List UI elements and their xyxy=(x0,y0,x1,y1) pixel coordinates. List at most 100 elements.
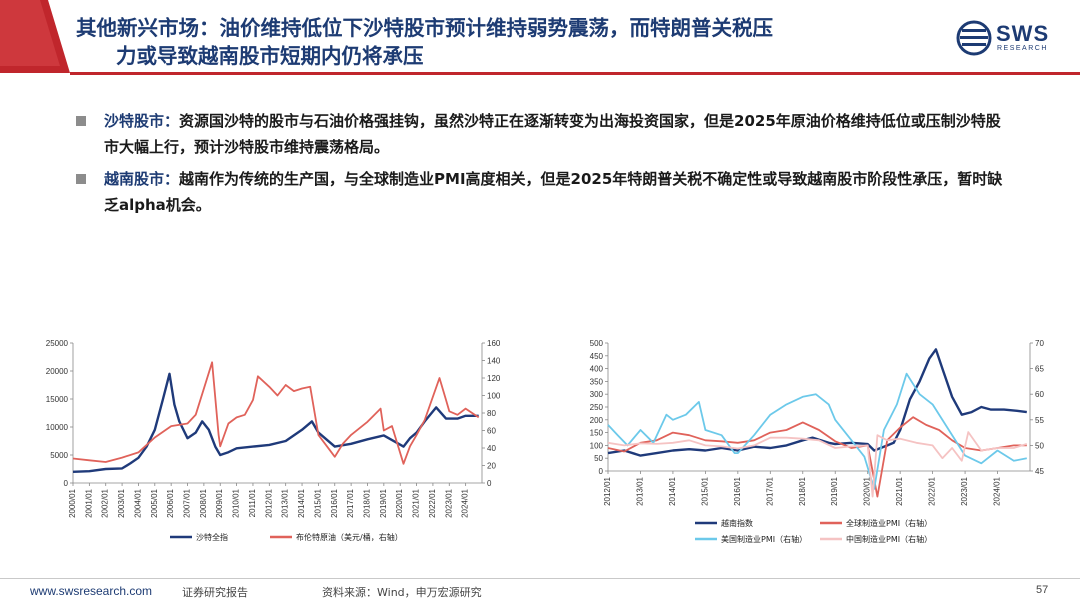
left-tick-label: 450 xyxy=(590,352,604,361)
x-tick-label: 2009/01 xyxy=(215,488,224,517)
left-tick-label: 500 xyxy=(590,339,604,348)
left-tick-label: 0 xyxy=(64,479,69,488)
x-tick-label: 2003/01 xyxy=(117,488,126,517)
x-tick-label: 2008/01 xyxy=(199,488,208,517)
x-tick-label: 2021/01 xyxy=(412,488,421,517)
right-tick-label: 50 xyxy=(1035,441,1044,450)
x-tick-label: 2019/01 xyxy=(379,488,388,517)
x-tick-label: 2016/01 xyxy=(733,476,742,505)
left-tick-label: 15000 xyxy=(46,395,69,404)
title-line-2: 力或导致越南股市短期内仍将承压 xyxy=(116,44,424,68)
right-tick-label: 0 xyxy=(487,479,492,488)
series-line-0 xyxy=(607,348,1027,457)
right-tick-label: 40 xyxy=(487,444,496,453)
x-tick-label: 2018/01 xyxy=(362,488,371,517)
right-tick-label: 20 xyxy=(487,462,496,471)
x-tick-label: 2022/01 xyxy=(928,476,937,505)
slide-header: 其他新兴市场：油价维持低位下沙特股市预计维持弱势震荡，而特朗普关税压 力或导致越… xyxy=(0,0,1080,82)
x-tick-label: 2007/01 xyxy=(183,488,192,517)
x-tick-label: 2010/01 xyxy=(232,488,241,517)
left-tick-label: 10000 xyxy=(46,423,69,432)
footer-source: 资料来源：Wind，申万宏源研究 xyxy=(322,586,482,599)
legend-label: 全球制造业PMI（右轴） xyxy=(846,518,932,528)
series-line-1 xyxy=(72,361,480,465)
legend-label: 布伦特原油（美元/桶，右轴） xyxy=(296,532,403,542)
chart-vietnam: 0 50 100 150 200 250 300 350 400 450 500 45 50 55 60 65… xyxy=(575,335,1065,554)
x-tick-label: 2002/01 xyxy=(101,488,110,517)
bullet-text: 越南作为传统的生产国，与全球制造业PMI高度相关，但是2025年特朗普关税不确定… xyxy=(104,170,1003,214)
series-line-3 xyxy=(607,431,1028,498)
left-tick-label: 200 xyxy=(590,416,604,425)
right-tick-label: 80 xyxy=(487,409,496,418)
x-tick-label: 2001/01 xyxy=(84,488,93,517)
legend-label: 美国制造业PMI（右轴） xyxy=(721,534,807,544)
x-tick-label: 2017/01 xyxy=(765,476,774,505)
x-tick-label: 2012/01 xyxy=(264,488,273,517)
x-tick-label: 2004/01 xyxy=(133,488,142,517)
footer-divider xyxy=(0,578,1080,579)
right-tick-label: 140 xyxy=(487,357,501,366)
chart-vietnam-svg: 0 50 100 150 200 250 300 350 400 450 500 45 50 55 60 65… xyxy=(590,339,1045,544)
right-tick-label: 60 xyxy=(487,427,496,436)
left-tick-label: 350 xyxy=(590,377,604,386)
bullet-text: 资源国沙特的股市与石油价格强挂钩，虽然沙特正在逐渐转变为出海投资国家，但是202… xyxy=(104,112,1001,156)
x-tick-label: 2013/01 xyxy=(281,488,290,517)
header-divider xyxy=(70,72,1080,75)
page-title: 其他新兴市场：油价维持低位下沙特股市预计维持弱势震荡，而特朗普关税压 力或导致越… xyxy=(76,14,946,70)
series-line-2 xyxy=(607,372,1027,490)
right-tick-label: 65 xyxy=(1035,365,1044,374)
bullet-square-icon xyxy=(76,174,86,184)
right-tick-label: 45 xyxy=(1035,467,1044,476)
x-tick-label: 2000/01 xyxy=(68,488,77,517)
left-tick-label: 20000 xyxy=(46,367,69,376)
legend-label: 中国制造业PMI（右轴） xyxy=(846,534,932,544)
left-tick-label: 5000 xyxy=(50,451,68,460)
left-tick-label: 150 xyxy=(590,429,604,438)
bullet-list: 沙特股市：资源国沙特的股市与石油价格强挂钩，虽然沙特正在逐渐转变为出海投资国家，… xyxy=(76,108,1006,224)
chart-saudi-svg: 0 5000 10000 15000 20000 25000 0 20 40 60 80 100 120… xyxy=(46,339,501,542)
x-tick-label: 2014/01 xyxy=(297,488,306,517)
right-tick-label: 160 xyxy=(487,339,501,348)
sws-logo: SWS RESEARCH xyxy=(956,18,1066,58)
x-tick-label: 2015/01 xyxy=(313,488,322,517)
x-tick-label: 2020/01 xyxy=(863,476,872,505)
bullet-saudi: 沙特股市：资源国沙特的股市与石油价格强挂钩，虽然沙特正在逐渐转变为出海投资国家，… xyxy=(76,108,1006,160)
right-tick-label: 100 xyxy=(487,392,501,401)
x-tick-label: 2022/01 xyxy=(428,488,437,517)
left-tick-label: 100 xyxy=(590,441,604,450)
legend-label: 越南指数 xyxy=(721,518,753,528)
x-tick-label: 2023/01 xyxy=(960,476,969,505)
x-tick-label: 2021/01 xyxy=(895,476,904,505)
series-line-0 xyxy=(72,372,479,473)
red-corner-highlight xyxy=(0,0,60,66)
left-tick-label: 25000 xyxy=(46,339,69,348)
left-tick-label: 0 xyxy=(599,467,604,476)
left-tick-label: 50 xyxy=(594,454,603,463)
x-tick-label: 2023/01 xyxy=(444,488,453,517)
legend-label: 沙特全指 xyxy=(196,532,228,542)
footer-report-type: 证券研究报告 xyxy=(182,586,248,599)
bullet-label: 沙特股市： xyxy=(104,112,180,130)
right-tick-label: 55 xyxy=(1035,416,1044,425)
x-tick-label: 2017/01 xyxy=(346,488,355,517)
chart-saudi: 0 5000 10000 15000 20000 25000 0 20 40 60 80 100 120… xyxy=(30,335,510,554)
x-tick-label: 2006/01 xyxy=(166,488,175,517)
bullet-square-icon xyxy=(76,116,86,126)
x-tick-label: 2019/01 xyxy=(830,476,839,505)
left-tick-label: 400 xyxy=(590,365,604,374)
x-tick-label: 2024/01 xyxy=(993,476,1002,505)
x-tick-label: 2016/01 xyxy=(330,488,339,517)
x-tick-label: 2005/01 xyxy=(150,488,159,517)
x-tick-label: 2015/01 xyxy=(700,476,709,505)
x-tick-label: 2013/01 xyxy=(635,476,644,505)
bullet-vietnam: 越南股市：越南作为传统的生产国，与全球制造业PMI高度相关，但是2025年特朗普… xyxy=(76,166,1006,218)
x-tick-label: 2024/01 xyxy=(461,488,470,517)
page-number: 57 xyxy=(1036,584,1049,596)
footer-url[interactable]: www.swsresearch.com xyxy=(30,584,153,598)
header-decoration xyxy=(0,0,70,73)
right-tick-label: 120 xyxy=(487,374,501,383)
x-tick-label: 2020/01 xyxy=(395,488,404,517)
logo-globe-icon xyxy=(956,20,992,56)
bullet-label: 越南股市： xyxy=(104,170,180,188)
x-tick-label: 2018/01 xyxy=(798,476,807,505)
